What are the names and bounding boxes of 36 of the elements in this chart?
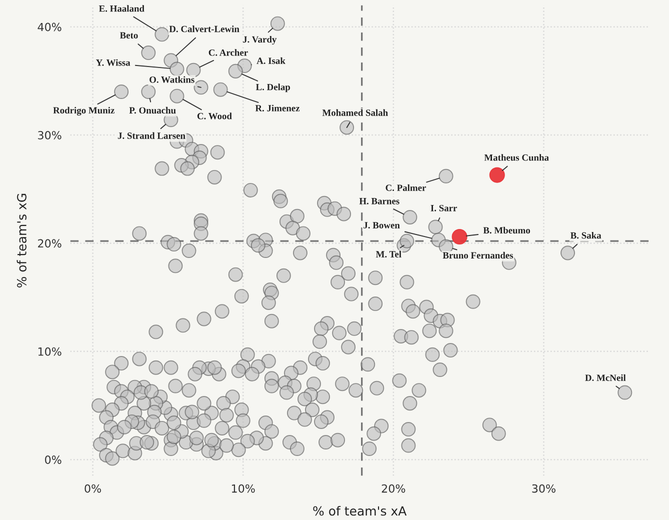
annotation: O. Watkins — [150, 76, 194, 83]
annotation: D. McNeil — [585, 374, 626, 382]
annotation: B. Saka — [570, 232, 602, 239]
annotation: Y. Wissa — [96, 59, 130, 66]
x-tick-label: 10% — [232, 484, 255, 493]
annotation: P. Onuachu — [129, 106, 176, 114]
y-tick-label: 0% — [45, 456, 62, 464]
annotation: Matheus Cunha — [484, 154, 549, 161]
y-tick-label: 10% — [38, 347, 62, 356]
annotation: B. Mbeumo — [483, 226, 530, 234]
annotation: A. Isak — [256, 57, 286, 64]
annotation: C. Wood — [197, 112, 232, 120]
annotation: H. Barnes — [359, 198, 400, 204]
annotation: C. Palmer — [386, 184, 426, 192]
y-tick-label: 40% — [38, 22, 62, 32]
y-axis-title: % of team's xG — [16, 194, 26, 288]
annotation: I. Sarr — [430, 204, 457, 212]
x-axis-title: % of team's xA — [313, 506, 407, 516]
annotation: Bruno Fernandes — [442, 252, 514, 259]
annotation: J. Bowen — [364, 222, 400, 228]
annotation: D. Calvert-Lewin — [169, 26, 240, 32]
annotation: J. Vardy — [242, 36, 277, 45]
annotation: L. Delap — [256, 84, 290, 92]
annotation: C. Archer — [208, 49, 248, 56]
annotation: M. Tel — [376, 250, 402, 258]
x-tick-label: 20% — [382, 484, 406, 493]
annotation: Beto — [120, 32, 138, 38]
y-tick-label: 30% — [38, 130, 62, 140]
x-tick-label: 0% — [84, 484, 101, 493]
annotation: E. Haaland — [98, 5, 144, 12]
annotation: Rodrigo Muniz — [53, 106, 114, 116]
y-tick-label: 20% — [38, 239, 62, 248]
annotation: J. Strand Larsen — [118, 132, 186, 139]
annotation: Mohamed Salah — [322, 109, 388, 116]
annotation: R. Jimenez — [255, 104, 300, 112]
x-tick-label: 30% — [532, 484, 556, 493]
